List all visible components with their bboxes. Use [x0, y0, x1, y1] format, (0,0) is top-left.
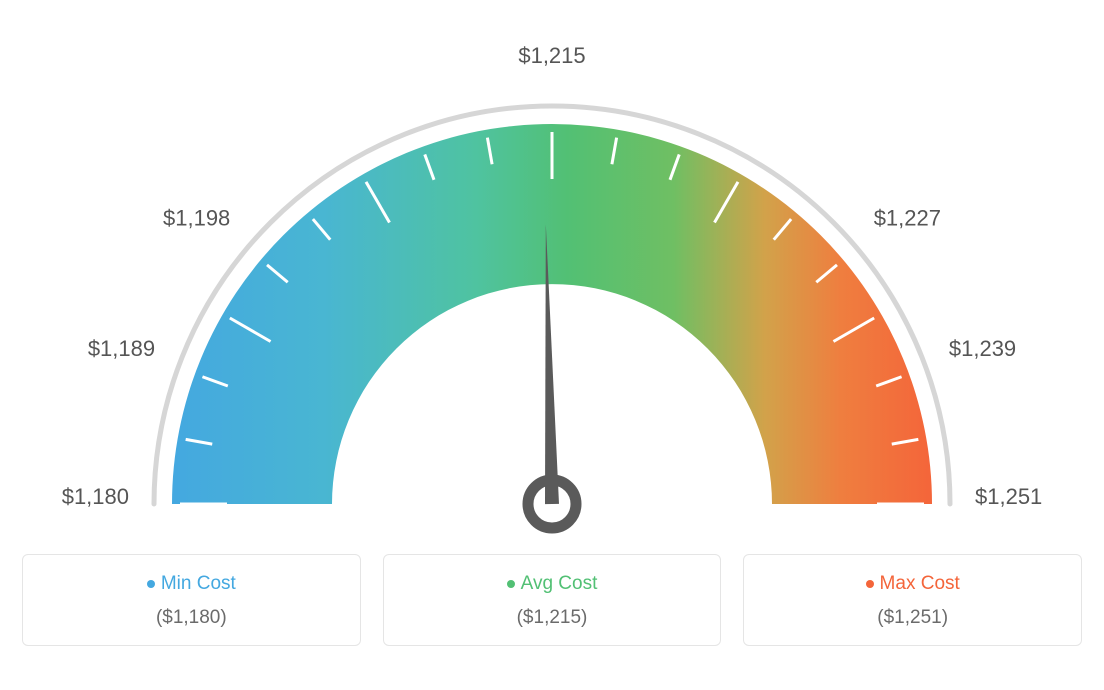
svg-text:$1,198: $1,198 — [163, 206, 230, 231]
svg-text:$1,227: $1,227 — [874, 206, 941, 231]
legend-label-min: Min Cost — [33, 573, 350, 595]
svg-text:$1,251: $1,251 — [975, 484, 1042, 509]
legend-dot-max — [866, 580, 874, 588]
legend-label-avg: Avg Cost — [394, 573, 711, 595]
legend-value-max: ($1,251) — [754, 607, 1071, 629]
legend-row: Min Cost ($1,180) Avg Cost ($1,215) Max … — [22, 554, 1082, 646]
legend-label-max: Max Cost — [754, 573, 1071, 595]
legend-label-avg-text: Avg Cost — [521, 573, 598, 594]
legend-label-max-text: Max Cost — [880, 573, 960, 594]
legend-card-avg: Avg Cost ($1,215) — [383, 554, 722, 646]
svg-text:$1,239: $1,239 — [949, 336, 1016, 361]
legend-dot-min — [147, 580, 155, 588]
legend-card-max: Max Cost ($1,251) — [743, 554, 1082, 646]
legend-card-min: Min Cost ($1,180) — [22, 554, 361, 646]
legend-label-min-text: Min Cost — [161, 573, 236, 594]
svg-text:$1,189: $1,189 — [88, 336, 155, 361]
legend-value-min: ($1,180) — [33, 607, 350, 629]
svg-text:$1,180: $1,180 — [62, 484, 129, 509]
legend-dot-avg — [507, 580, 515, 588]
svg-text:$1,215: $1,215 — [518, 44, 585, 68]
legend-value-avg: ($1,215) — [394, 607, 711, 629]
cost-gauge: $1,180 $1,189 $1,198 $1,215 $1,227 $1,239 $1,2… — [22, 44, 1082, 544]
